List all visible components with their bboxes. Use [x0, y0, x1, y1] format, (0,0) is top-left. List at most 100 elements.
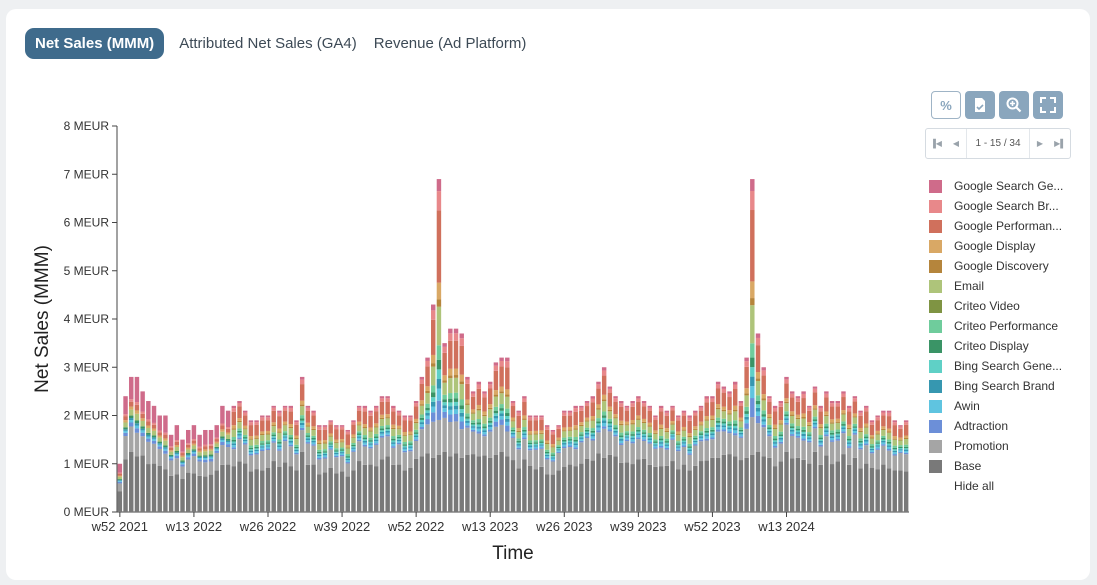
- week-bar[interactable]: [351, 420, 356, 512]
- week-bar[interactable]: [487, 381, 493, 512]
- week-bar[interactable]: [619, 401, 624, 512]
- week-bar[interactable]: [123, 396, 128, 512]
- first-page-icon[interactable]: ▐◀: [930, 139, 942, 148]
- week-bar[interactable]: [356, 405, 362, 512]
- week-bar[interactable]: [801, 391, 806, 512]
- week-bar[interactable]: [453, 328, 459, 512]
- legend-item[interactable]: Criteo Display: [929, 336, 1063, 356]
- week-bar[interactable]: [710, 396, 715, 512]
- week-bar[interactable]: [294, 420, 299, 512]
- week-bar[interactable]: [208, 429, 214, 512]
- week-bar[interactable]: [601, 367, 607, 512]
- week-bar[interactable]: [562, 410, 567, 512]
- week-bar[interactable]: [163, 415, 168, 513]
- week-bar[interactable]: [584, 401, 590, 512]
- hide-all-button[interactable]: Hide all: [954, 479, 995, 493]
- week-bar[interactable]: [527, 415, 533, 513]
- week-bar[interactable]: [328, 420, 333, 512]
- week-bar[interactable]: [544, 425, 550, 512]
- week-bar[interactable]: [812, 386, 818, 512]
- week-bar[interactable]: [385, 396, 390, 512]
- tab-revenue-ad-platform[interactable]: Revenue (Ad Platform): [373, 35, 527, 52]
- week-bar[interactable]: [596, 381, 601, 512]
- week-bar[interactable]: [738, 401, 744, 512]
- legend-item[interactable]: Google Performan...: [929, 216, 1063, 236]
- last-page-icon[interactable]: ▶▌: [1054, 139, 1066, 148]
- legend-item[interactable]: Criteo Performance: [929, 316, 1063, 336]
- week-bar[interactable]: [260, 415, 265, 513]
- week-bar[interactable]: [174, 425, 180, 512]
- week-bar[interactable]: [846, 405, 852, 512]
- legend-item[interactable]: Criteo Video: [929, 296, 1063, 316]
- week-bar[interactable]: [573, 405, 578, 512]
- week-bar[interactable]: [607, 386, 613, 512]
- week-bar[interactable]: [374, 405, 379, 512]
- week-bar[interactable]: [653, 415, 658, 513]
- export-icon[interactable]: [965, 91, 995, 119]
- week-bar[interactable]: [334, 425, 339, 512]
- week-bar[interactable]: [288, 405, 293, 512]
- week-bar[interactable]: [750, 179, 755, 512]
- week-bar[interactable]: [339, 425, 345, 512]
- week-bar[interactable]: [436, 179, 442, 512]
- week-bar[interactable]: [510, 401, 516, 512]
- tab-attributed-net-sales[interactable]: Attributed Net Sales (GA4): [179, 35, 357, 52]
- legend-item[interactable]: Adtraction: [929, 416, 1063, 436]
- week-bar[interactable]: [214, 425, 219, 512]
- week-bar[interactable]: [590, 396, 595, 512]
- week-bar[interactable]: [761, 367, 766, 512]
- week-bar[interactable]: [482, 391, 487, 512]
- week-bar[interactable]: [658, 405, 664, 512]
- percent-icon[interactable]: %: [931, 91, 961, 119]
- week-bar[interactable]: [237, 401, 242, 512]
- legend-item[interactable]: Base: [929, 456, 1063, 476]
- week-bar[interactable]: [704, 396, 709, 512]
- week-bar[interactable]: [903, 420, 909, 512]
- week-bar[interactable]: [556, 425, 561, 512]
- week-bar[interactable]: [687, 415, 692, 513]
- week-bar[interactable]: [852, 396, 858, 512]
- next-page-icon[interactable]: ▶: [1036, 139, 1044, 148]
- week-bar[interactable]: [789, 391, 795, 512]
- week-bar[interactable]: [835, 401, 840, 512]
- week-bar[interactable]: [505, 357, 510, 512]
- week-bar[interactable]: [140, 391, 145, 512]
- week-bar[interactable]: [727, 391, 732, 512]
- week-bar[interactable]: [419, 376, 425, 512]
- week-bar[interactable]: [146, 401, 151, 512]
- week-bar[interactable]: [795, 396, 801, 512]
- week-bar[interactable]: [465, 376, 470, 512]
- week-bar[interactable]: [277, 410, 282, 512]
- week-bar[interactable]: [282, 405, 288, 512]
- week-bar[interactable]: [322, 425, 328, 512]
- week-bar[interactable]: [784, 376, 789, 512]
- fullscreen-icon[interactable]: [1033, 91, 1063, 119]
- week-bar[interactable]: [305, 405, 311, 512]
- week-bar[interactable]: [425, 357, 430, 512]
- tab-net-sales[interactable]: Net Sales (MMM): [25, 28, 165, 59]
- week-bar[interactable]: [721, 386, 727, 512]
- legend-item[interactable]: Awin: [929, 396, 1063, 416]
- week-bar[interactable]: [248, 420, 254, 512]
- week-bar[interactable]: [772, 405, 778, 512]
- week-bar[interactable]: [191, 425, 197, 512]
- week-bar[interactable]: [396, 410, 402, 512]
- week-bar[interactable]: [875, 415, 880, 513]
- week-bar[interactable]: [368, 410, 373, 512]
- week-bar[interactable]: [539, 415, 544, 513]
- week-bar[interactable]: [402, 415, 407, 513]
- legend-item[interactable]: Bing Search Gene...: [929, 356, 1063, 376]
- week-bar[interactable]: [755, 333, 761, 512]
- week-bar[interactable]: [824, 391, 829, 512]
- week-bar[interactable]: [242, 410, 248, 512]
- week-bar[interactable]: [379, 396, 385, 512]
- week-bar[interactable]: [676, 415, 681, 513]
- week-bar[interactable]: [431, 304, 436, 512]
- legend-item[interactable]: Google Display: [929, 236, 1063, 256]
- week-bar[interactable]: [448, 328, 453, 512]
- week-bar[interactable]: [311, 410, 316, 512]
- week-bar[interactable]: [516, 410, 521, 512]
- week-bar[interactable]: [841, 391, 846, 512]
- week-bar[interactable]: [499, 357, 504, 512]
- week-bar[interactable]: [869, 420, 875, 512]
